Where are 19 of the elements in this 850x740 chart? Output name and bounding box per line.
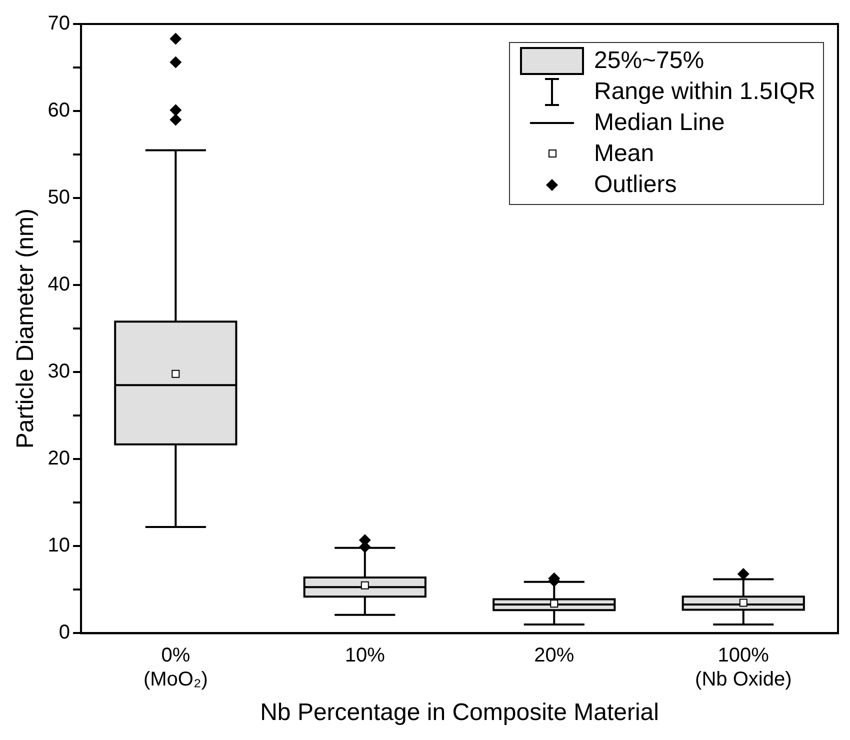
y-tick-label: 70 <box>48 12 70 35</box>
annotation: Median Line <box>594 108 725 138</box>
y-tick-label: 40 <box>48 274 70 296</box>
y-tick-label: 20 <box>48 448 70 470</box>
x-axis-title: Nb Percentage in Composite Material <box>260 699 659 726</box>
y-tick-label: 0 <box>58 622 70 644</box>
x-tick-label: 0% (MoO₂) <box>143 644 208 691</box>
annotation: Mean <box>594 139 654 169</box>
y-tick-label: 10 <box>48 534 70 557</box>
y-tick-label: 50 <box>48 186 70 209</box>
x-tick-label: 10% <box>344 644 386 667</box>
x-tick-label: 20% <box>534 644 574 667</box>
legend-label: 25%~75% <box>594 46 704 76</box>
x-tick-label: 100% (Nb Oxide) <box>695 644 792 691</box>
y-tick-label: 30 <box>48 360 70 383</box>
y-axis-title: Particle Diameter (nm) <box>12 208 40 449</box>
y-tick-label: 60 <box>48 100 70 122</box>
annotation: Outliers <box>594 170 677 200</box>
annotation: Range within 1.5IQR <box>594 77 816 107</box>
